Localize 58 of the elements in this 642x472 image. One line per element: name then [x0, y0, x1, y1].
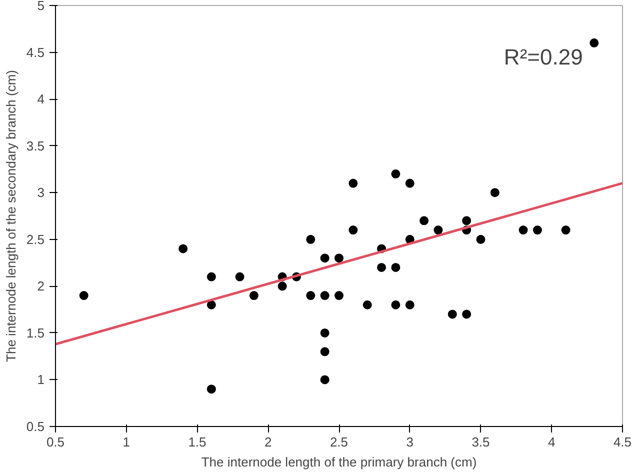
point — [518, 226, 528, 235]
point — [206, 384, 216, 394]
point — [405, 178, 414, 188]
point — [249, 291, 258, 300]
point — [590, 38, 599, 48]
point — [320, 347, 330, 356]
point — [79, 291, 88, 300]
y-tick-label: 5 — [37, 0, 45, 13]
point — [320, 291, 330, 300]
y-tick-label: 2 — [37, 278, 45, 294]
y-tick-label: 1 — [37, 372, 45, 388]
y-axis-title: The internode length of the secondary branch (cm) — [3, 70, 18, 362]
y-tick-label: 4 — [37, 92, 45, 107]
point — [178, 244, 188, 254]
y-tick-label: 0.5 — [26, 419, 45, 434]
point — [206, 300, 216, 310]
point — [391, 262, 400, 272]
y-tick-label: 1.5 — [26, 325, 45, 340]
point — [476, 234, 486, 244]
point — [391, 169, 400, 178]
point — [532, 226, 542, 235]
point — [334, 291, 344, 300]
y-tick-label: 2.5 — [26, 232, 45, 247]
point — [391, 300, 400, 310]
x-tick-label: 4.5 — [613, 434, 632, 450]
point — [348, 178, 358, 188]
point — [490, 188, 500, 198]
point — [348, 226, 358, 235]
point — [405, 300, 414, 310]
annotation: R²=0.29 — [504, 44, 583, 70]
point — [448, 310, 457, 319]
x-axis-title: The internode length of the primary branch (cm) — [201, 454, 477, 470]
point — [334, 254, 344, 263]
point — [235, 272, 244, 282]
y-tick-label: 3 — [37, 185, 45, 200]
x-tick-label: 4 — [548, 434, 556, 450]
point — [320, 375, 330, 384]
point — [420, 216, 429, 226]
point — [306, 291, 316, 300]
x-tick-label: 2 — [264, 434, 272, 450]
x-tick-label: 2.5 — [330, 434, 348, 450]
point — [561, 226, 570, 235]
x-tick-label: 3.5 — [472, 434, 490, 450]
point — [320, 328, 330, 338]
point — [462, 310, 472, 319]
y-tick-label: 4.5 — [26, 44, 45, 60]
point — [462, 216, 472, 226]
point — [278, 282, 287, 291]
point — [434, 226, 443, 235]
point — [362, 300, 372, 310]
x-tick-label: 3 — [406, 434, 414, 450]
point — [320, 254, 330, 263]
x-tick-label: 1 — [122, 434, 130, 450]
point — [306, 234, 316, 244]
point — [206, 272, 216, 282]
point — [377, 262, 386, 272]
x-tick-label: 1.5 — [188, 434, 206, 450]
y-tick-label: 3.5 — [26, 138, 45, 154]
